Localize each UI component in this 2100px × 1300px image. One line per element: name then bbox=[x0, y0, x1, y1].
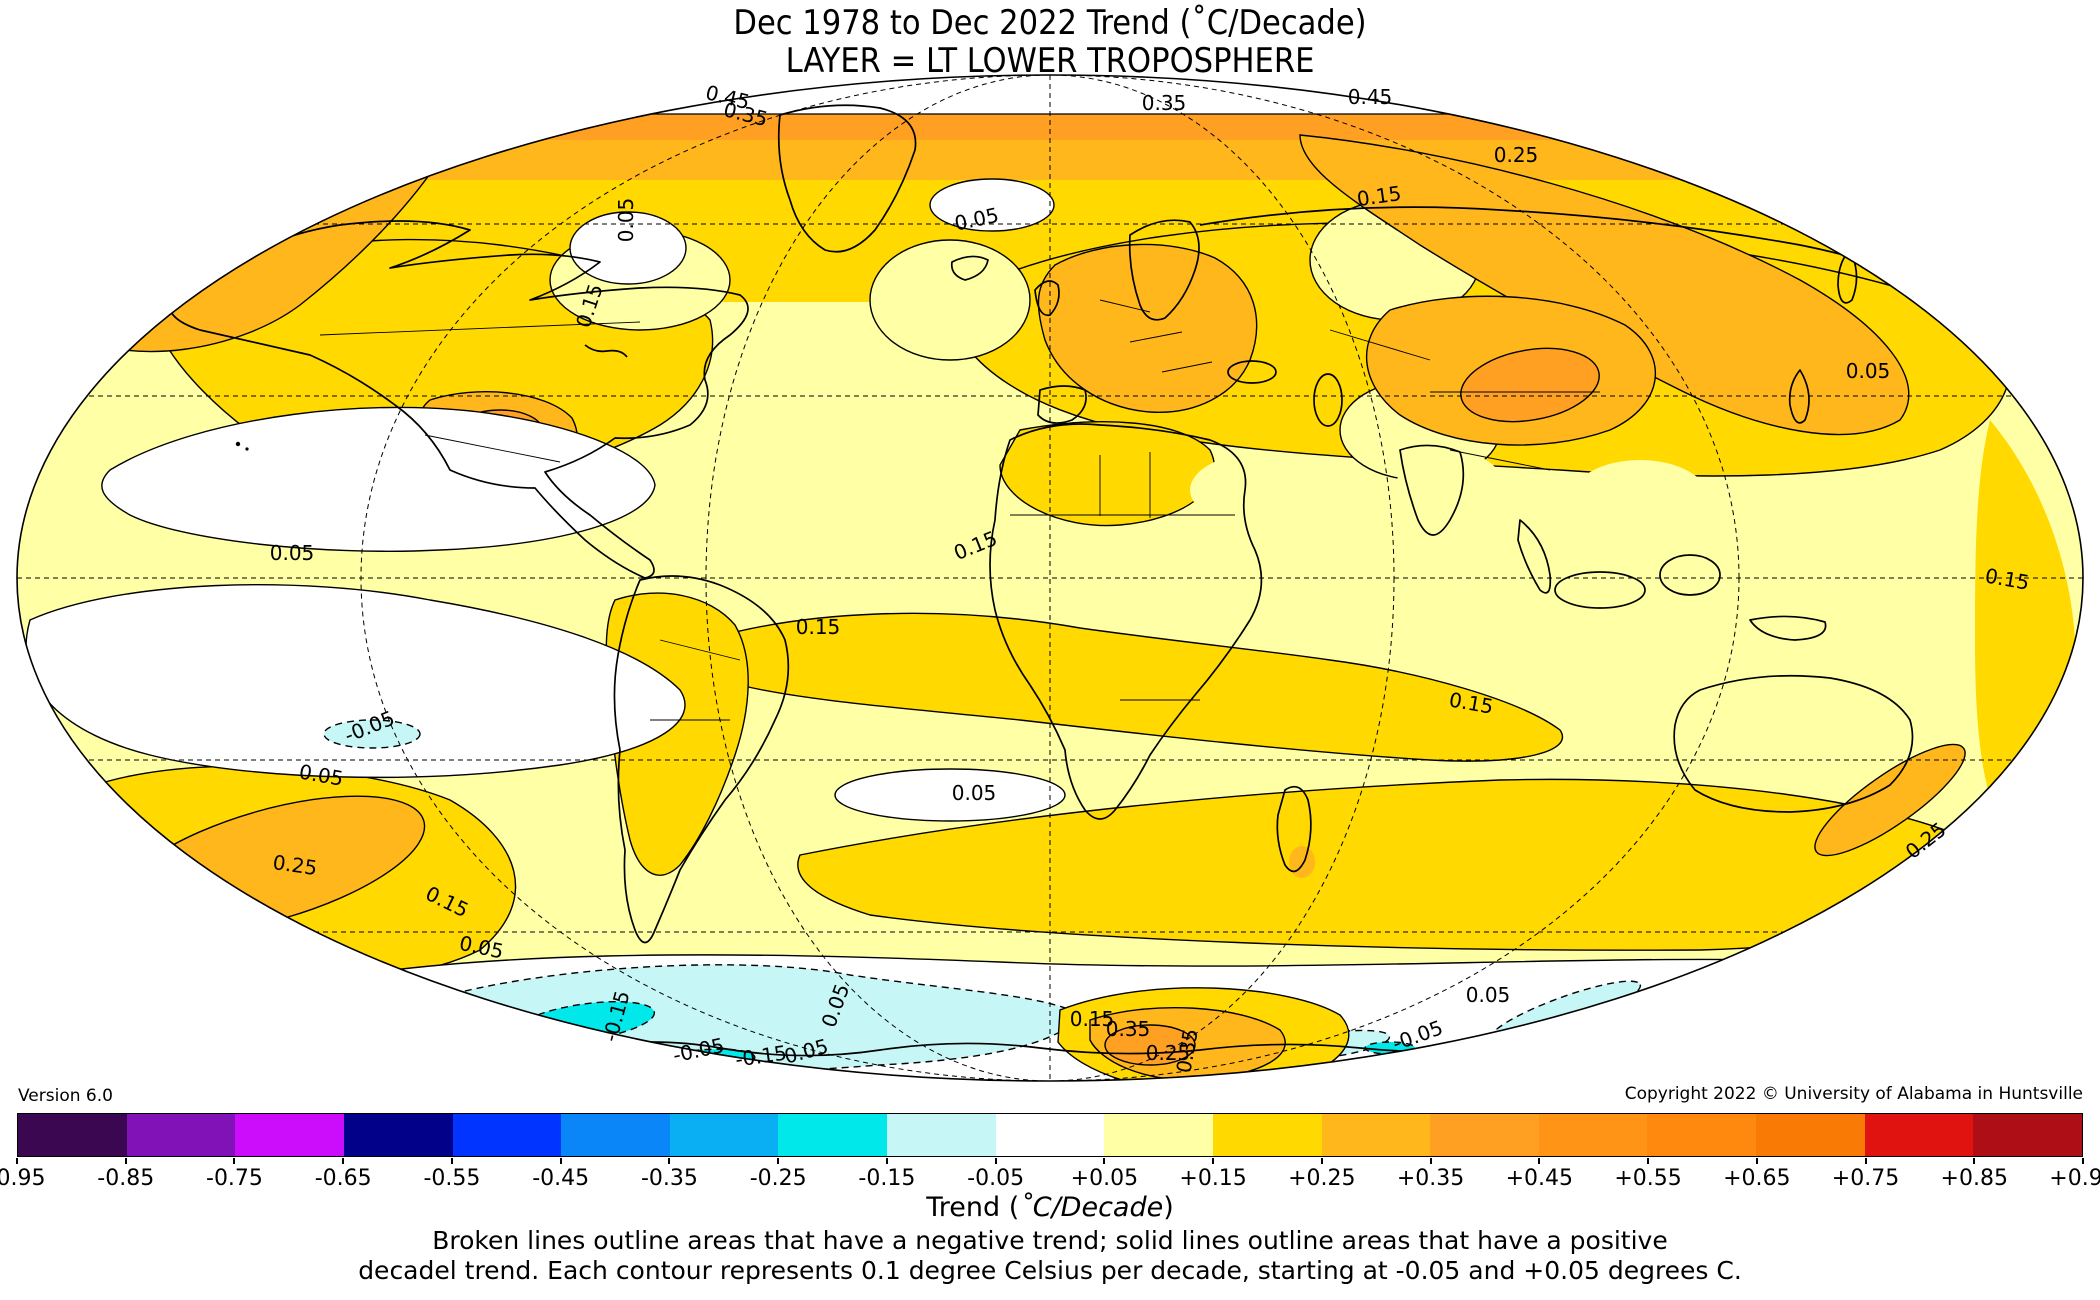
colorbar-segment bbox=[343, 1114, 453, 1156]
colorbar-tick-mark bbox=[1429, 1158, 1432, 1164]
colorbar-label-units: ˚C/Decade bbox=[1019, 1192, 1164, 1223]
graticule bbox=[17, 75, 2083, 1081]
contour-label: 0.05 bbox=[952, 781, 997, 805]
colorbar-ticks: -0.95 -0.85 -0.75 -0.65 -0.55 -0.45 -0.35 -0.25… bbox=[0, 1158, 2100, 1198]
colorbar-tick-mark bbox=[559, 1158, 562, 1164]
colorbar-segment bbox=[126, 1114, 236, 1156]
colorbar-segment bbox=[235, 1114, 344, 1156]
colorbar-segment bbox=[995, 1114, 1105, 1156]
colorbar-tick-mark bbox=[233, 1158, 236, 1164]
colorbar-tick-mark bbox=[777, 1158, 780, 1164]
colorbar-label-prefix: Trend ( bbox=[926, 1192, 1020, 1223]
colorbar-tick-label: +0.65 bbox=[1723, 1166, 1791, 1191]
title-line-1: Dec 1978 to Dec 2022 Trend (˚C/Decade) bbox=[733, 3, 1367, 43]
page-title: Dec 1978 to Dec 2022 Trend (˚C/Decade) L… bbox=[0, 4, 2100, 80]
contour-label: 0.05 bbox=[1466, 983, 1511, 1007]
contour-label: 0.15 bbox=[796, 615, 841, 639]
colorbar-segment bbox=[1430, 1114, 1539, 1156]
colorbar-axis-label: Trend (˚C/Decade) bbox=[0, 1192, 2100, 1223]
colorbar-tick-mark bbox=[1647, 1158, 1650, 1164]
colorbar-tick-label: -0.85 bbox=[97, 1166, 155, 1191]
contour-label: 0.25 bbox=[1146, 1041, 1191, 1065]
colorbar-segment bbox=[1647, 1114, 1756, 1156]
colorbar-tick-label: +0.75 bbox=[1831, 1166, 1900, 1191]
version-label: Version 6.0 bbox=[18, 1086, 113, 1106]
colorbar-tick-label: -0.55 bbox=[423, 1166, 481, 1191]
country-borders bbox=[319, 299, 1600, 721]
colorbar-tick-label: +0.55 bbox=[1614, 1166, 1682, 1191]
map-boundary-ellipse bbox=[16, 74, 2084, 1082]
colorbar bbox=[17, 1113, 2083, 1157]
colorbar-segment bbox=[1104, 1114, 1213, 1156]
colorbar-tick-mark bbox=[994, 1158, 997, 1164]
caption-line-1: Broken lines outline areas that have a n… bbox=[432, 1226, 1668, 1255]
contour-bands bbox=[17, 75, 2083, 1081]
colorbar-tick-label: -0.65 bbox=[314, 1166, 372, 1191]
colorbar-tick-label: +0.05 bbox=[1070, 1166, 1139, 1191]
colorbar-tick-mark bbox=[450, 1158, 453, 1164]
colorbar-tick-label: -0.25 bbox=[749, 1166, 807, 1191]
colorbar-tick-label: +0.85 bbox=[1940, 1166, 2008, 1191]
contour-label: 0.05 bbox=[1846, 359, 1891, 383]
copyright-label: Copyright 2022 © University of Alabama i… bbox=[1624, 1084, 2083, 1104]
colorbar-tick-mark bbox=[1973, 1158, 1976, 1164]
colorbar-segment bbox=[1973, 1114, 2082, 1156]
contour-label: 0.45 bbox=[1348, 85, 1393, 109]
colorbar-segment bbox=[1756, 1114, 1865, 1156]
colorbar-segment bbox=[1321, 1114, 1431, 1156]
coastlines bbox=[169, 104, 1994, 1057]
colorbar-tick-mark bbox=[1864, 1158, 1867, 1164]
colorbar-tick-label: +0.45 bbox=[1505, 1166, 1574, 1191]
colorbar-tick-mark bbox=[16, 1158, 18, 1164]
colorbar-segment bbox=[18, 1114, 127, 1156]
contour-label: 0.05 bbox=[614, 198, 638, 243]
colorbar-tick-label: +0.35 bbox=[1396, 1166, 1465, 1191]
colorbar-tick-label: -0.45 bbox=[532, 1166, 590, 1191]
contour-label: 0.15 bbox=[1070, 1007, 1115, 1031]
caption-line-2: decadel trend. Each contour represents 0… bbox=[358, 1256, 1742, 1285]
colorbar-segment bbox=[778, 1114, 887, 1156]
colorbar-tick-mark bbox=[1103, 1158, 1106, 1164]
colorbar-segment bbox=[887, 1114, 996, 1156]
world-map: 0.450.350.050.150.050.35 0.450.250.150.05… bbox=[16, 74, 2084, 1082]
colorbar-tick-label: +0.25 bbox=[1288, 1166, 1356, 1191]
contour-label: 0.05 bbox=[270, 541, 315, 565]
colorbar-tick-mark bbox=[1212, 1158, 1215, 1164]
colorbar-segment bbox=[669, 1114, 779, 1156]
hawaii-islands bbox=[235, 441, 241, 447]
colorbar-tick-mark bbox=[1755, 1158, 1758, 1164]
colorbar-tick-label: -0.05 bbox=[967, 1166, 1025, 1191]
contour-label: 0.35 bbox=[1142, 91, 1187, 115]
colorbar-tick-mark bbox=[124, 1158, 127, 1164]
title-line-2: LAYER = LT LOWER TROPOSPHERE bbox=[785, 41, 1315, 81]
colorbar-tick-label: +0.95 bbox=[2049, 1166, 2100, 1191]
contour-labels-layer: 0.450.350.050.150.050.35 0.450.250.150.05… bbox=[270, 80, 2031, 1075]
colorbar-tick-label: +0.15 bbox=[1179, 1166, 1247, 1191]
colorbar-tick-mark bbox=[1320, 1158, 1323, 1164]
colorbar-label-suffix: ) bbox=[1163, 1192, 1174, 1223]
colorbar-tick-mark bbox=[1538, 1158, 1541, 1164]
colorbar-tick-label: -0.95 bbox=[0, 1166, 46, 1191]
colorbar-tick-mark bbox=[2082, 1158, 2084, 1164]
contour-label: 0.25 bbox=[1494, 143, 1539, 167]
colorbar-segment bbox=[1864, 1114, 1974, 1156]
colorbar-segment bbox=[452, 1114, 562, 1156]
colorbar-tick-label: -0.75 bbox=[206, 1166, 263, 1191]
colorbar-segment bbox=[1212, 1114, 1322, 1156]
colorbar-tick-label: -0.15 bbox=[858, 1166, 916, 1191]
colorbar-tick-mark bbox=[668, 1158, 671, 1164]
colorbar-tick-mark bbox=[885, 1158, 888, 1164]
colorbar-tick-label: -0.35 bbox=[640, 1166, 698, 1191]
colorbar-tick-mark bbox=[342, 1158, 345, 1164]
colorbar-segment bbox=[1538, 1114, 1648, 1156]
colorbar-segment bbox=[561, 1114, 670, 1156]
contour-label: 0.35 bbox=[1106, 1017, 1151, 1041]
